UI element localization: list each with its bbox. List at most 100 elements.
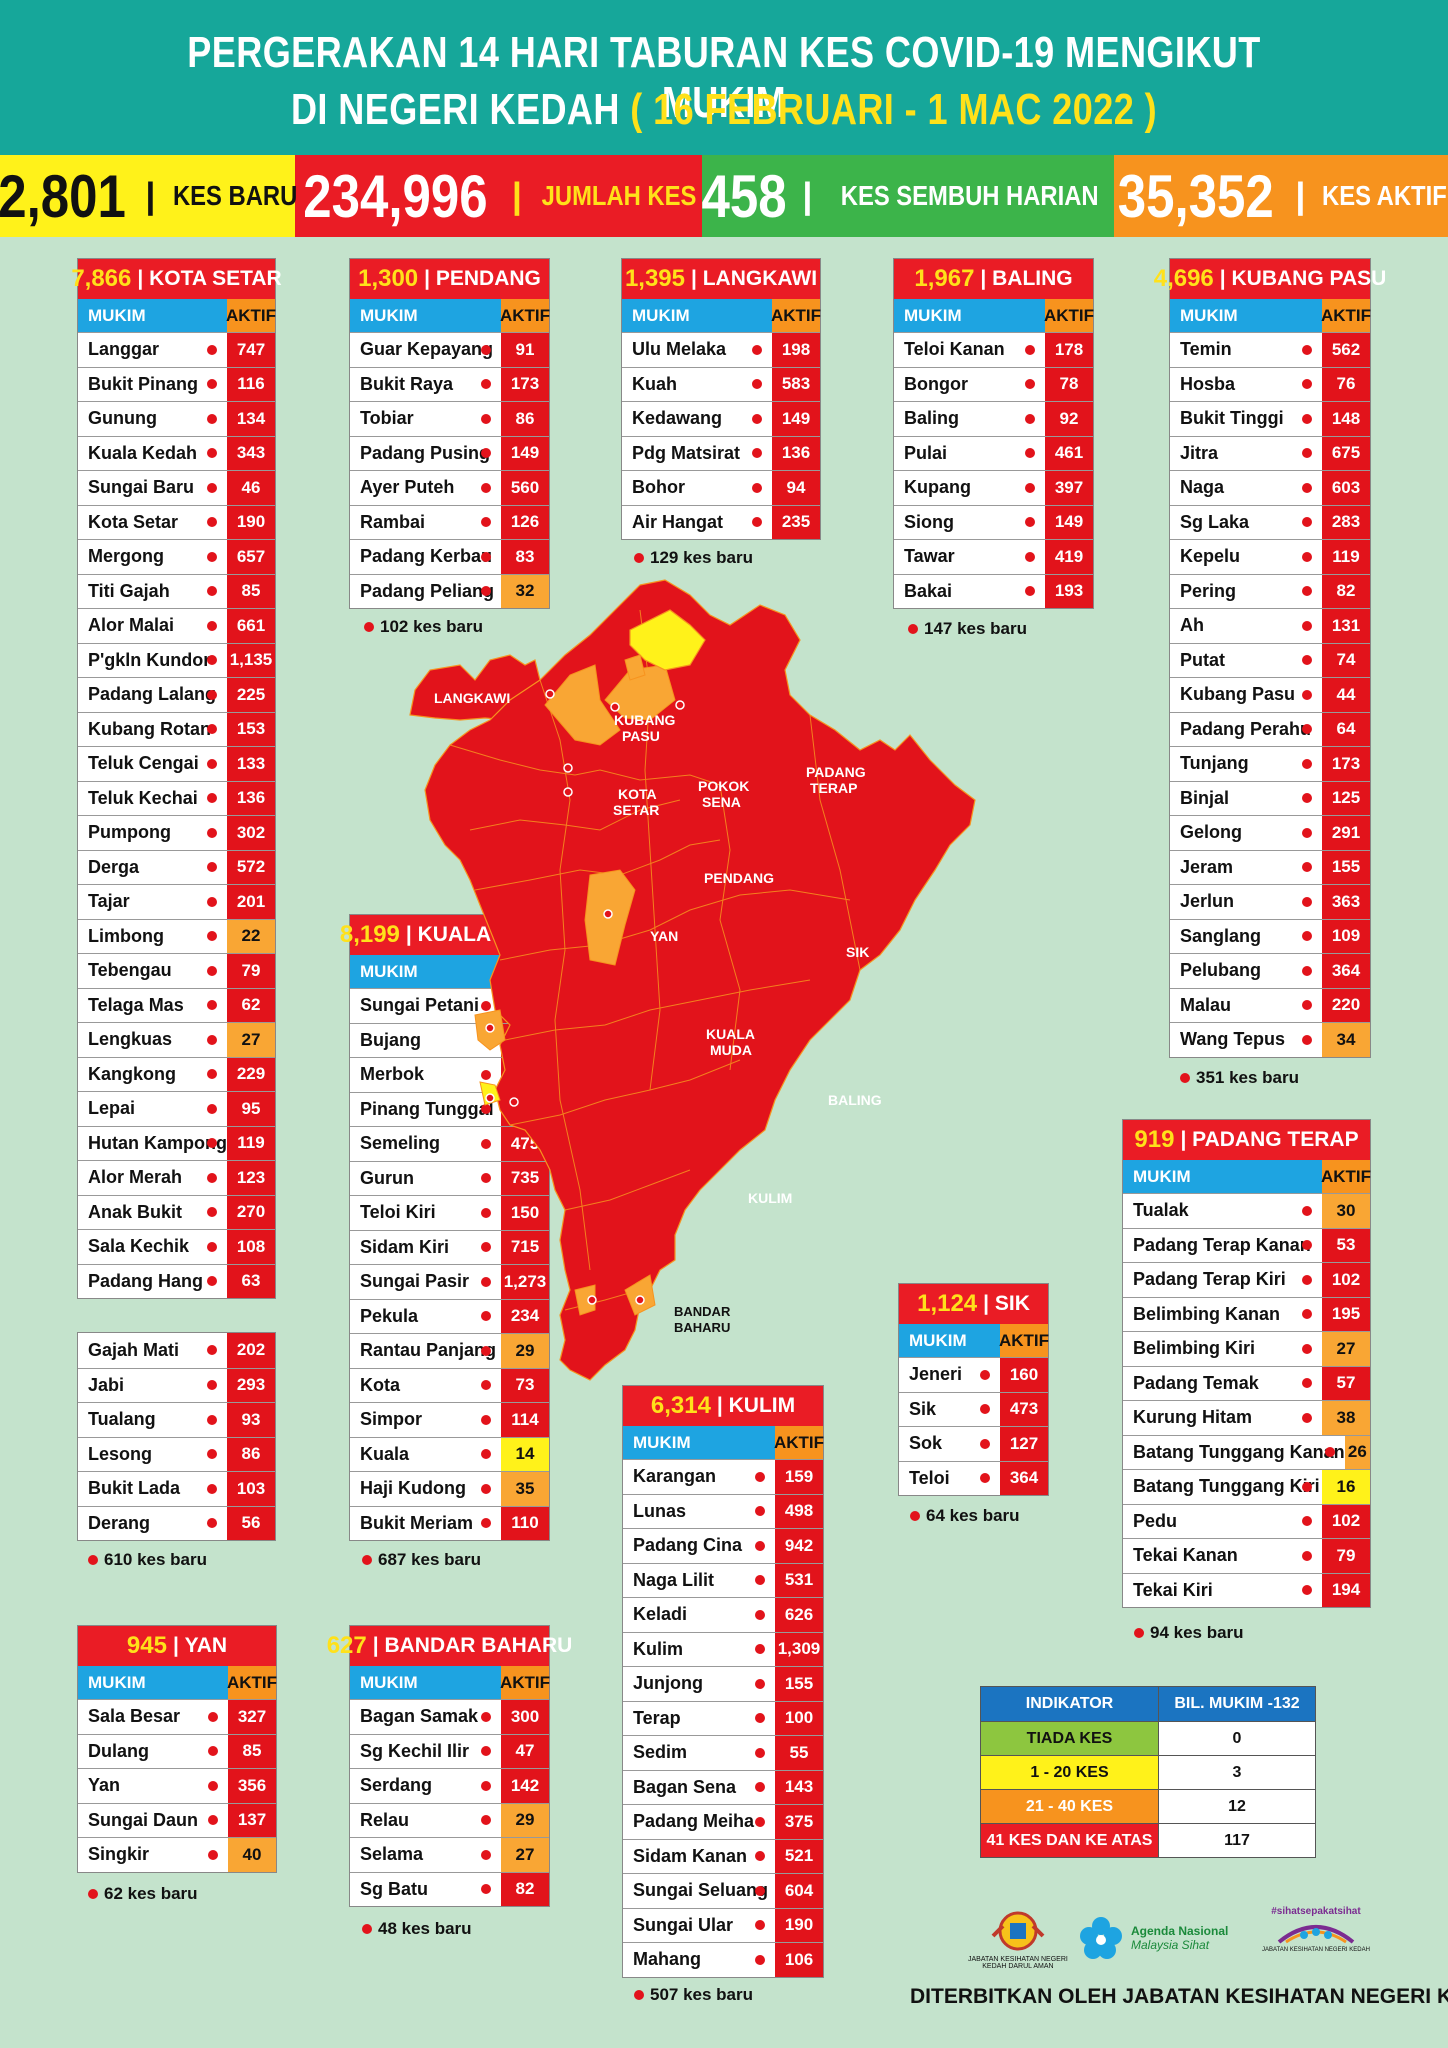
mukim-name: Hutan Kampong bbox=[88, 1132, 227, 1153]
table-row: Sidam Kiri 715 bbox=[350, 1229, 549, 1264]
red-dot-icon bbox=[980, 1404, 990, 1415]
district-baling: 1,967 | BALING MUKIM AKTIF Teloi Kanan 178 Bon… bbox=[893, 258, 1094, 609]
table-row: Sg Batu 82 bbox=[350, 1871, 549, 1906]
table-row: Pdg Matsirat 136 bbox=[622, 435, 820, 470]
red-dot-icon bbox=[207, 931, 217, 942]
active-count: 27 bbox=[501, 1838, 549, 1872]
red-dot-icon bbox=[207, 586, 217, 597]
red-dot-icon bbox=[207, 1172, 217, 1183]
mukim-name: Sungai Baru bbox=[88, 477, 195, 498]
red-dot-icon bbox=[207, 344, 217, 355]
active-count: 1,135 bbox=[227, 643, 275, 677]
red-dot-icon bbox=[1302, 1034, 1312, 1045]
logo-sihat-sepakat: #sihatsepakatsihat JABATAN KESIHATAN NEG… bbox=[1262, 1906, 1370, 1953]
active-count: 119 bbox=[227, 1126, 275, 1160]
active-count: 79 bbox=[1322, 1539, 1370, 1573]
mukim-name: Binjal bbox=[1180, 787, 1230, 808]
active-count: 560 bbox=[501, 471, 549, 505]
table-row: Kulim 1,309 bbox=[623, 1631, 823, 1666]
active-count: 116 bbox=[227, 367, 275, 401]
mukim-name: Bagan Samak bbox=[360, 1706, 479, 1727]
active-count: 583 bbox=[772, 367, 820, 401]
table-row: Bagan Samak 300 bbox=[350, 1699, 549, 1734]
table-row: Tawar 419 bbox=[894, 539, 1093, 574]
active-count: 110 bbox=[501, 1506, 549, 1540]
red-dot-icon bbox=[207, 1034, 217, 1045]
red-dot-icon bbox=[481, 1449, 491, 1460]
coat-of-arms-icon bbox=[991, 1911, 1045, 1951]
table-row: Gelong 291 bbox=[1170, 815, 1370, 850]
red-dot-icon bbox=[1302, 827, 1312, 838]
mukim-name: Air Hangat bbox=[632, 511, 724, 532]
mukim-name: Kurung Hitam bbox=[1133, 1407, 1252, 1428]
active-count: 747 bbox=[227, 333, 275, 367]
mukim-name: Putat bbox=[1180, 649, 1225, 670]
mukim-name: Mergong bbox=[88, 546, 164, 567]
mukim-name: Guar Kepayang bbox=[360, 339, 494, 360]
mukim-name: Kedawang bbox=[632, 408, 723, 429]
table-row: Sidam Kanan 521 bbox=[623, 1838, 823, 1873]
red-dot-icon bbox=[481, 1242, 491, 1253]
active-count: 364 bbox=[1322, 954, 1370, 988]
active-count: 235 bbox=[772, 505, 820, 539]
active-count: 38 bbox=[1322, 1401, 1370, 1435]
table-row: Haji Kudong 35 bbox=[350, 1471, 549, 1506]
red-dot-icon bbox=[1302, 482, 1312, 493]
mukim-name: Rantau Panjang bbox=[360, 1340, 497, 1361]
red-dot-icon bbox=[980, 1369, 990, 1380]
stats-bar: 2,801 | KES BARU 234,996 | JUMLAH KES 458 | KE… bbox=[0, 155, 1448, 237]
red-dot-icon bbox=[1302, 448, 1312, 459]
mukim-name: Pelubang bbox=[1180, 960, 1262, 981]
red-dot-icon bbox=[481, 1311, 491, 1322]
table-row: Bohor 94 bbox=[622, 470, 820, 505]
mukim-name: Bujang bbox=[360, 1029, 421, 1050]
col-mukim: MUKIM bbox=[350, 955, 501, 988]
red-dot-icon bbox=[1025, 379, 1035, 390]
table-row: Hosba 76 bbox=[1170, 366, 1370, 401]
table-row: Rambai 126 bbox=[350, 504, 549, 539]
col-mukim: MUKIM bbox=[894, 299, 1045, 332]
active-count: 300 bbox=[501, 1700, 549, 1734]
table-row: Pumpong 302 bbox=[78, 815, 275, 850]
table-row: Bukit Tinggi 148 bbox=[1170, 401, 1370, 436]
col-aktif: AKTIF bbox=[771, 299, 821, 332]
district-total: 919 bbox=[1134, 1126, 1175, 1153]
district-total: 1,967 bbox=[914, 265, 975, 292]
active-count: 109 bbox=[1322, 919, 1370, 953]
active-count: 155 bbox=[1322, 850, 1370, 884]
mukim-name: Relau bbox=[360, 1809, 410, 1830]
red-dot-icon bbox=[208, 1849, 218, 1860]
red-dot-icon bbox=[755, 1885, 765, 1896]
mukim-name: Batang Tunggang Kanan bbox=[1133, 1441, 1345, 1462]
map-orange-zone bbox=[624, 1274, 656, 1316]
red-dot-icon bbox=[1302, 862, 1312, 873]
active-count: 356 bbox=[228, 1769, 276, 1803]
mukim-name: Sungai Daun bbox=[88, 1809, 199, 1830]
red-dot-icon bbox=[1025, 448, 1035, 459]
active-count: 190 bbox=[775, 1908, 823, 1942]
red-dot-icon bbox=[752, 482, 762, 493]
table-row: Tebengau 79 bbox=[78, 953, 275, 988]
table-row: Sungai Daun 137 bbox=[78, 1802, 276, 1837]
mukim-name: Sala Besar bbox=[88, 1706, 181, 1727]
red-dot-icon bbox=[207, 448, 217, 459]
stat-label: KES BARU bbox=[172, 180, 297, 211]
mukim-name: Kulim bbox=[633, 1638, 684, 1659]
red-dot-icon bbox=[207, 1000, 217, 1011]
district-total: 627 bbox=[326, 1632, 367, 1659]
active-count: 291 bbox=[1322, 816, 1370, 850]
district-name: KOTA SETAR bbox=[149, 267, 282, 290]
active-count: 498 bbox=[775, 1494, 823, 1528]
red-dot-icon bbox=[481, 1414, 491, 1425]
red-dot-icon bbox=[481, 482, 491, 493]
active-count: 82 bbox=[1322, 574, 1370, 608]
col-mukim: MUKIM bbox=[622, 299, 772, 332]
red-dot-icon bbox=[207, 655, 217, 666]
col-mukim: MUKIM bbox=[350, 1666, 501, 1699]
district-total: 1,300 bbox=[358, 265, 419, 292]
red-dot-icon bbox=[208, 1711, 218, 1722]
active-count: 34 bbox=[1322, 1023, 1370, 1057]
mukim-name: Telaga Mas bbox=[88, 994, 184, 1015]
